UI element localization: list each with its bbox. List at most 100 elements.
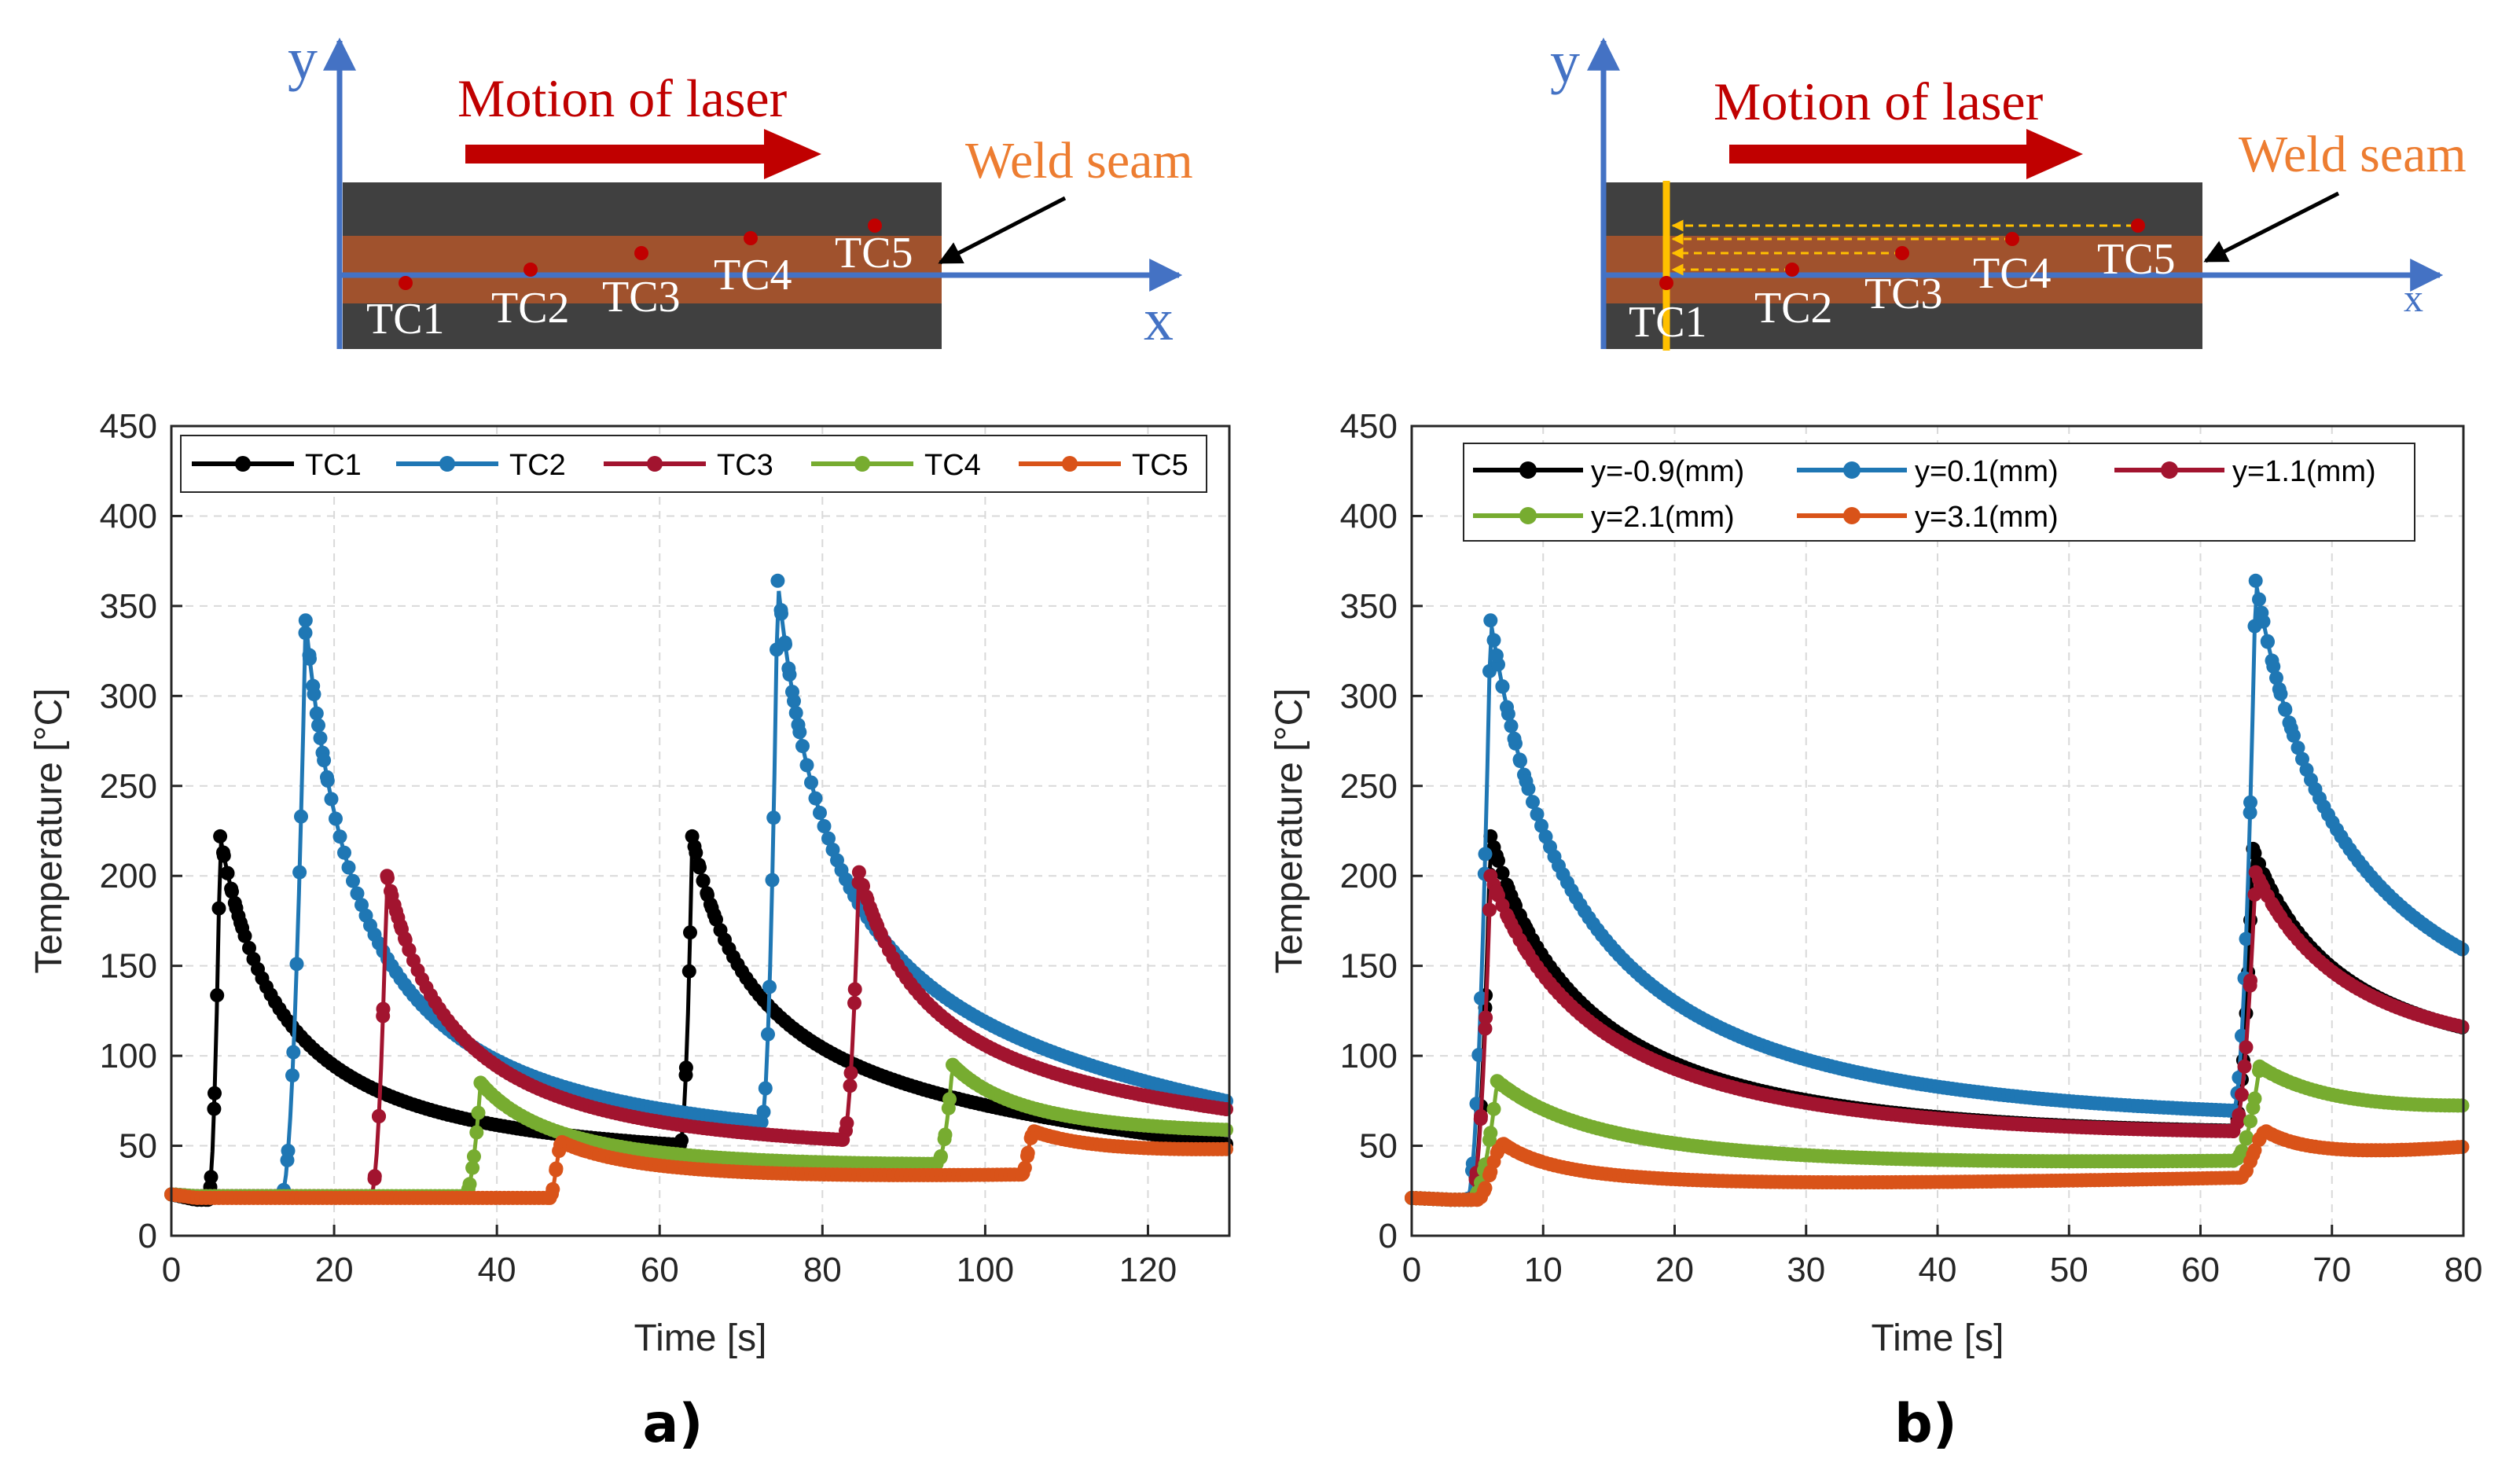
data-point xyxy=(839,1115,854,1130)
data-point xyxy=(387,898,402,913)
tc3-label: TC3 xyxy=(602,273,681,322)
data-point xyxy=(799,758,814,773)
data-point xyxy=(777,635,792,650)
data-point xyxy=(1489,648,1504,663)
series-TC3 xyxy=(164,865,1233,1204)
data-point xyxy=(2239,1040,2254,1055)
x-tick-label: 80 xyxy=(2445,1251,2483,1289)
data-point xyxy=(495,1096,510,1111)
x-axis-label: Time [s] xyxy=(1872,1317,2004,1359)
legend-label: y=3.1(mm) xyxy=(1915,501,2059,534)
data-point xyxy=(2232,1148,2247,1163)
y-tick-label: 350 xyxy=(100,587,157,626)
legend: y=-0.9(mm) y=0.1(mm) y=1.1(mm) y=2.1(mm) xyxy=(1463,443,2415,542)
data-point xyxy=(941,1101,956,1115)
data-point xyxy=(384,884,398,899)
data-point xyxy=(2283,721,2298,736)
data-point xyxy=(2248,865,2263,880)
data-point xyxy=(313,730,328,745)
y-tick-label: 300 xyxy=(100,677,157,715)
data-point xyxy=(2252,592,2266,607)
data-point xyxy=(1017,1160,1032,1175)
data-point xyxy=(2243,795,2257,810)
data-point xyxy=(685,829,700,843)
plot-area xyxy=(171,426,1229,1236)
data-point xyxy=(2254,605,2269,620)
motion-label: Motion of laser xyxy=(1714,72,2044,131)
series-y=0.1(mm) xyxy=(1405,573,2470,1207)
data-point xyxy=(2235,1087,2249,1102)
data-point xyxy=(843,1079,858,1093)
weld-seam-label: Weld seam xyxy=(2239,126,2467,183)
tc4-label: TC4 xyxy=(1973,249,2052,298)
data-point xyxy=(395,922,409,936)
legend-entry-tc3: TC3 xyxy=(604,449,773,482)
diagram-x-label: x xyxy=(1144,287,1174,353)
data-point xyxy=(678,1060,693,1075)
data-point xyxy=(766,810,781,825)
data-point xyxy=(785,685,799,700)
data-point xyxy=(311,718,325,733)
legend-entry-tc4: TC4 xyxy=(811,449,981,482)
data-point xyxy=(2272,682,2287,696)
data-point xyxy=(286,1045,301,1060)
legend-entry-y1.1: y=1.1(mm) xyxy=(2114,455,2376,488)
y-axis-label: Temperature [°C] xyxy=(1269,688,1310,973)
x-axis-label: Time [s] xyxy=(634,1317,767,1359)
data-point xyxy=(210,988,225,1003)
series-layer xyxy=(1405,573,2470,1207)
data-point xyxy=(795,739,810,754)
legend-entry-y-neg0.9: y=-0.9(mm) xyxy=(1473,455,1744,488)
data-point xyxy=(2232,1108,2246,1123)
x-tick-label: 50 xyxy=(2050,1251,2088,1289)
legend-entry-y0.1: y=0.1(mm) xyxy=(1797,455,2059,488)
tc4-label: TC4 xyxy=(714,251,792,300)
chart-a: 0 20 40 60 80 100 120 0 50 100 150 200 250 300 350 400 4… xyxy=(28,407,1233,1455)
tc2-point xyxy=(1785,263,1799,277)
ticks: 0 10 20 30 40 50 60 70 80 0 50 100 150 200 250 300 350 40… xyxy=(1340,407,2483,1289)
y-tick-label: 250 xyxy=(100,767,157,806)
data-point xyxy=(231,909,246,924)
legend: TC1 TC2 TC3 TC4 TC5 xyxy=(180,435,1207,493)
data-point xyxy=(933,1150,948,1165)
data-point xyxy=(808,791,823,806)
data-point xyxy=(1479,1010,1493,1025)
y-axis-label: Temperature [°C] xyxy=(28,688,70,973)
data-point xyxy=(873,927,888,942)
legend-entry-tc1: TC1 xyxy=(192,449,362,482)
diagram-y-label: y xyxy=(1550,29,1580,95)
x-tick-label: 60 xyxy=(641,1251,679,1289)
y-tick-label: 100 xyxy=(1340,1037,1398,1075)
data-point xyxy=(765,873,780,888)
data-point xyxy=(851,865,866,880)
diagram-a: y x Motion of laser Weld seam TC1 TC2 TC… xyxy=(288,26,1193,353)
data-point xyxy=(320,773,335,788)
data-point xyxy=(1483,1126,1498,1141)
x-tick-label: 40 xyxy=(1919,1251,1957,1289)
legend-marker xyxy=(1843,461,1861,479)
tc2-label: TC2 xyxy=(1754,284,1833,333)
plate-bottom xyxy=(343,303,942,349)
tc1-label: TC1 xyxy=(366,295,445,344)
data-point xyxy=(836,1132,850,1147)
motion-label: Motion of laser xyxy=(457,68,788,128)
data-point xyxy=(285,1068,299,1083)
legend-marker xyxy=(647,456,663,472)
data-point xyxy=(2239,1130,2254,1145)
data-point xyxy=(2226,1124,2241,1138)
y-tick-label: 450 xyxy=(100,407,157,446)
data-point xyxy=(804,775,818,790)
data-point xyxy=(1489,848,1504,863)
data-point xyxy=(465,1160,480,1175)
diagram-b: y x Motion of laser Weld seam TC1 TC2 TC… xyxy=(1550,29,2467,351)
data-point xyxy=(298,613,313,628)
data-point xyxy=(309,706,324,721)
x-tick-label: 40 xyxy=(478,1251,516,1289)
weld-seam-pointer xyxy=(2203,191,2340,263)
data-point xyxy=(681,964,696,979)
data-point xyxy=(1526,795,1540,810)
data-point xyxy=(224,881,239,896)
data-point xyxy=(2295,752,2309,766)
data-point xyxy=(683,925,697,940)
